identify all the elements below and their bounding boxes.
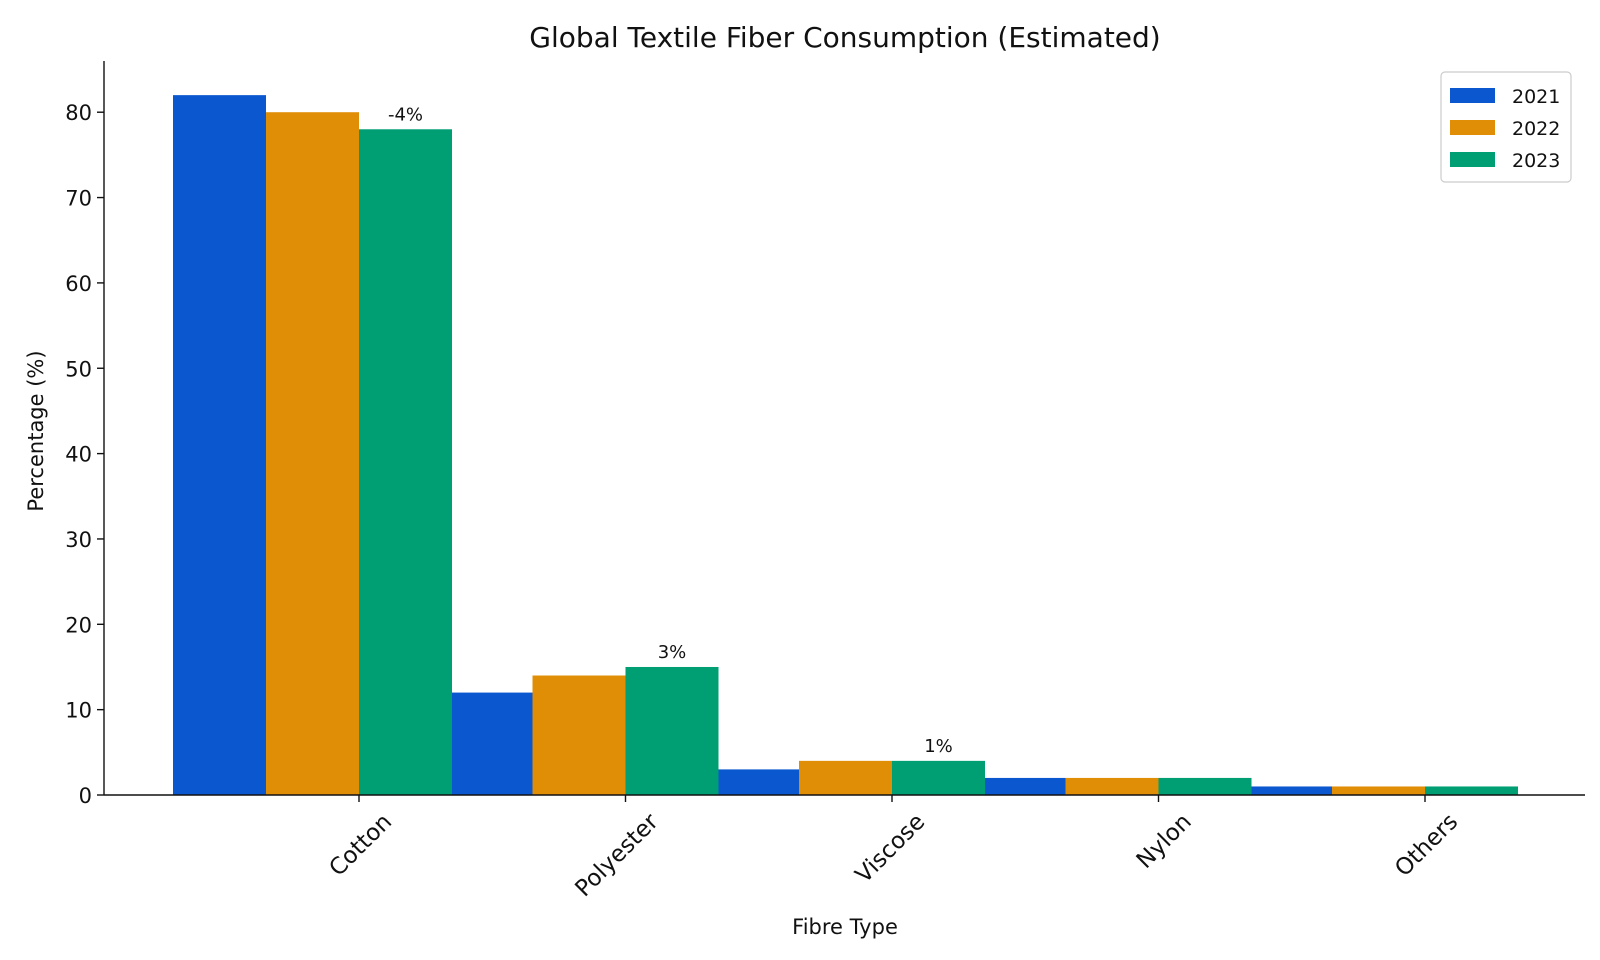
legend-swatch-2022 [1450, 120, 1495, 135]
y-tick-label: 50 [65, 357, 92, 381]
y-tick-label: 20 [65, 613, 92, 637]
annotation-viscose: 1% [924, 736, 953, 757]
x-tick-label-others: Others [1390, 809, 1463, 882]
legend-label-2021: 2021 [1512, 86, 1560, 108]
y-tick-label: 10 [65, 699, 92, 723]
legend-swatch-2023 [1450, 152, 1495, 167]
y-axis-label: Percentage (%) [24, 350, 48, 511]
chart-title: Global Textile Fiber Consumption (Estima… [529, 21, 1160, 54]
legend-label-2023: 2023 [1512, 150, 1560, 172]
bar-2023-nylon [1158, 777, 1252, 795]
legend-swatch-2021 [1450, 88, 1495, 103]
x-tick-label-polyester: Polyester [570, 808, 664, 902]
bar-2023-others [1425, 786, 1518, 795]
y-tick-label: 70 [65, 187, 92, 211]
annotation-polyester: 3% [658, 642, 687, 663]
y-tick-label: 0 [79, 784, 92, 808]
bar-2022-others [1332, 786, 1425, 795]
x-tick-label-nylon: Nylon [1132, 809, 1197, 874]
bar-2022-cotton [266, 112, 359, 796]
bar-2023-viscose [892, 760, 985, 795]
bar-2023-polyester [625, 666, 719, 795]
annotation-cotton: -4% [388, 104, 423, 125]
x-axis-label: Fibre Type [792, 915, 898, 939]
bar-2023-cotton [359, 129, 452, 796]
bar-2021-nylon [972, 777, 1066, 795]
annotations-layer: -4% 3% 1% [388, 104, 953, 757]
bar-2022-polyester [532, 675, 626, 795]
bar-2021-cotton [173, 95, 266, 796]
x-tick-label-cotton: Cotton [325, 809, 398, 882]
bars-layer [173, 95, 1518, 796]
bar-2022-nylon [1065, 777, 1159, 795]
bar-2022-viscose [799, 760, 892, 795]
y-tick-label: 40 [65, 443, 92, 467]
legend-label-2022: 2022 [1512, 118, 1560, 140]
y-tick-label: 60 [65, 272, 92, 296]
bar-2021-polyester [439, 692, 533, 795]
x-tick-label-viscose: Viscose [851, 809, 931, 889]
y-tick-label: 30 [65, 528, 92, 552]
y-tick-label: 80 [65, 101, 92, 125]
bar-2021-others [1239, 786, 1332, 795]
bar-2021-viscose [706, 769, 799, 795]
legend: 2021 2022 2023 [1440, 71, 1572, 183]
